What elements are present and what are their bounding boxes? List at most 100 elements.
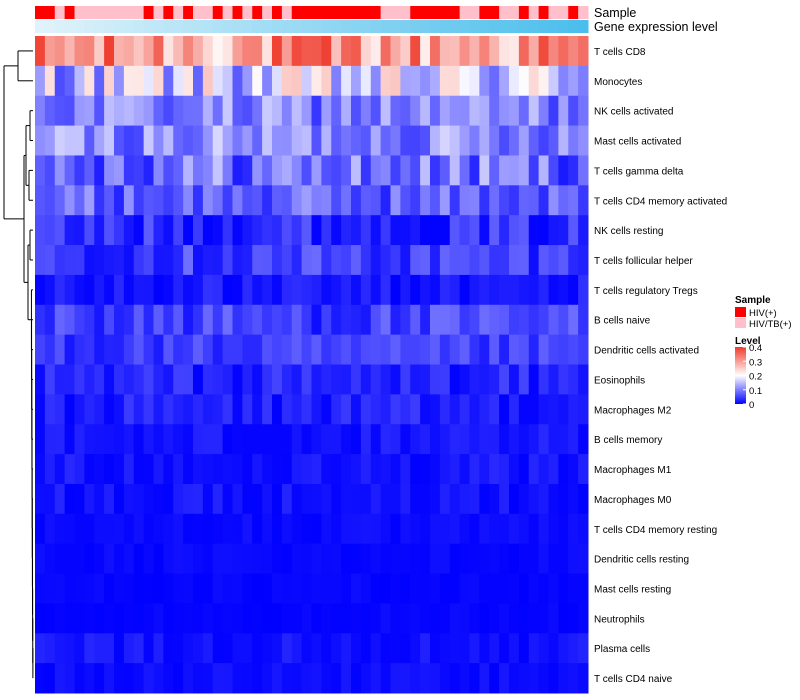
- heatmap-cell: [380, 185, 391, 216]
- heatmap-cell: [153, 364, 164, 395]
- heatmap-cell: [35, 125, 46, 156]
- heatmap-cell: [558, 304, 569, 336]
- heatmap-cell: [548, 364, 559, 395]
- heatmap-cell: [54, 334, 66, 365]
- sample-annotation-cell: [104, 6, 115, 19]
- heatmap-cell: [351, 304, 362, 336]
- heatmap-cell: [518, 394, 530, 425]
- heatmap-cell: [439, 424, 451, 455]
- heatmap-cell: [143, 573, 154, 604]
- heatmap-cell: [163, 394, 174, 425]
- heatmap-cell: [548, 36, 559, 67]
- heatmap-cell: [35, 663, 46, 694]
- gene-expression-cell: [430, 20, 441, 33]
- heatmap-cell: [123, 394, 135, 425]
- heatmap-cell: [558, 394, 569, 425]
- heatmap-cell: [114, 36, 125, 67]
- heatmap-cell: [469, 185, 480, 216]
- heatmap-cell: [518, 663, 530, 694]
- row-label: T cells CD8: [594, 47, 646, 58]
- heatmap-cell: [301, 125, 312, 156]
- heatmap-cell: [469, 155, 480, 186]
- heatmap-cell: [341, 125, 352, 156]
- heatmap-cell: [123, 543, 135, 575]
- heatmap-cell: [272, 454, 283, 485]
- heatmap-cell: [518, 215, 530, 246]
- heatmap-cell: [518, 364, 530, 395]
- heatmap-cell: [281, 483, 293, 515]
- heatmap-cell: [252, 274, 263, 306]
- heatmap-cell: [489, 185, 500, 216]
- heatmap-cell: [459, 274, 470, 306]
- heatmap-cell: [459, 155, 470, 186]
- heatmap-cell: [193, 65, 204, 97]
- heatmap-cell: [262, 185, 273, 216]
- heatmap-cell: [420, 633, 431, 664]
- heatmap-cell: [360, 125, 372, 156]
- gene-expression-cell: [104, 20, 115, 33]
- heatmap-cell: [548, 125, 559, 156]
- heatmap-cell: [430, 36, 441, 67]
- heatmap-cell: [469, 454, 480, 485]
- heatmap-cell: [281, 663, 293, 694]
- heatmap-cell: [449, 573, 461, 604]
- heatmap-cell: [568, 215, 579, 246]
- heatmap-cell: [489, 36, 500, 67]
- heatmap-cell: [489, 215, 500, 246]
- heatmap-cell: [193, 573, 204, 604]
- heatmap-cell: [538, 573, 549, 604]
- gene-expression-cell: [410, 20, 421, 33]
- heatmap-cell: [272, 155, 283, 186]
- heatmap-cell: [94, 125, 105, 156]
- heatmap-cell: [489, 633, 500, 664]
- gene-expression-cell: [143, 20, 154, 33]
- heatmap-cell: [104, 304, 115, 336]
- heatmap-cell: [163, 304, 174, 336]
- heatmap-cell: [439, 573, 451, 604]
- heatmap-cell: [301, 483, 312, 515]
- heatmap-cell: [439, 394, 451, 425]
- heatmap-cell: [578, 603, 589, 634]
- heatmap-cell: [380, 573, 391, 604]
- heatmap-cell: [54, 95, 66, 127]
- heatmap-cell: [153, 424, 164, 455]
- heatmap-cell: [449, 155, 461, 186]
- heatmap-cell: [311, 155, 322, 186]
- heatmap-cell: [499, 424, 510, 455]
- heatmap-cell: [420, 304, 431, 336]
- gene-expression-cell: [528, 20, 540, 33]
- heatmap-cell: [84, 424, 95, 455]
- heatmap-cell: [222, 125, 233, 156]
- heatmap-cell: [143, 274, 154, 306]
- heatmap-cell: [390, 304, 401, 336]
- sample-annotation-cell: [578, 6, 589, 19]
- heatmap-cell: [104, 483, 115, 515]
- heatmap-cell: [84, 454, 95, 485]
- heatmap-cell: [262, 215, 273, 246]
- heatmap-cell: [558, 573, 569, 604]
- gene-expression-cell: [548, 20, 559, 33]
- heatmap-cell: [35, 543, 46, 575]
- heatmap-cell: [558, 36, 569, 67]
- heatmap-cell: [212, 36, 224, 67]
- heatmap-cell: [232, 483, 243, 515]
- heatmap-cell: [410, 185, 421, 216]
- heatmap-cell: [301, 215, 312, 246]
- heatmap-cell: [311, 663, 322, 694]
- heatmap-cell: [281, 334, 293, 365]
- heatmap-cell: [489, 95, 500, 127]
- gene-expression-cell: [499, 20, 510, 33]
- heatmap-cell: [301, 663, 312, 694]
- heatmap-cell: [291, 125, 303, 156]
- heatmap-cell: [291, 483, 303, 515]
- heatmap-cell: [64, 454, 75, 485]
- heatmap-cell: [202, 663, 214, 694]
- heatmap-cell: [578, 65, 589, 97]
- row-label: Macrophages M2: [594, 405, 672, 416]
- heatmap-cell: [321, 65, 332, 97]
- heatmap-cell: [449, 36, 461, 67]
- heatmap-cell: [84, 155, 95, 186]
- heatmap-cell: [370, 483, 382, 515]
- heatmap-cell: [44, 573, 56, 604]
- heatmap-cell: [163, 573, 174, 604]
